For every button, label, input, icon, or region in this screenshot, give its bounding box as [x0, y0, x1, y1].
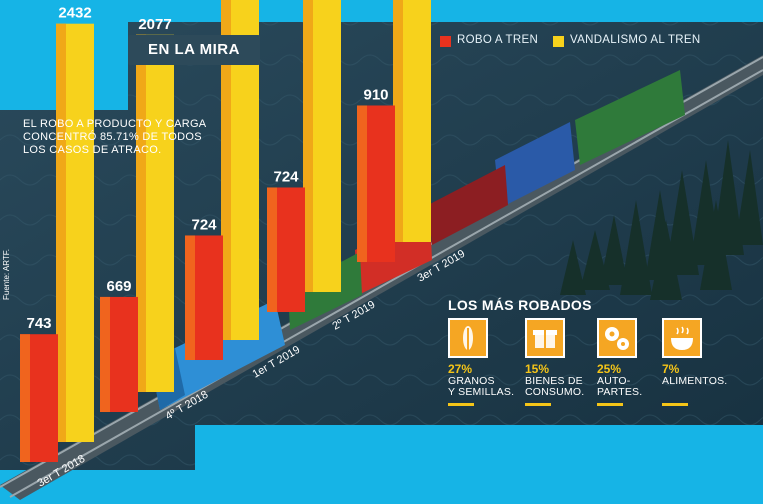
- chart-title: EN LA MIRA: [148, 41, 240, 58]
- legend-label-vandalismo: VANDALISMO AL TREN: [570, 34, 701, 46]
- category-label-line: PARTES.: [597, 386, 643, 398]
- category-pct: 27%: [448, 362, 473, 376]
- bar-robo-shade: [357, 105, 367, 262]
- category-food: 7% ALIMENTOS.: [662, 318, 727, 406]
- category-autoparts: 25% AUTO- PARTES.: [597, 318, 642, 406]
- bar-vandalismo-shade: [136, 34, 146, 392]
- summary-note: EL ROBO A PRODUCTO Y CARGA CONCENTRÓ 85.…: [23, 118, 213, 157]
- food-bowl-icon: [662, 318, 702, 358]
- source-note: Fuente: ARTF.: [2, 249, 11, 300]
- category-label: GRANOS Y SEMILLAS.: [448, 376, 514, 398]
- category-label-line: ALIMENTOS.: [662, 375, 728, 387]
- pine-trees: [560, 140, 763, 300]
- category-label: ALIMENTOS.: [662, 376, 727, 387]
- category-underline: [525, 403, 551, 406]
- bar-vandalismo-shade: [393, 0, 403, 243]
- bar-vandalismo-shade: [56, 23, 66, 443]
- bar-robo-shade: [185, 235, 195, 360]
- category-label: BIENES DE CONSUMO.: [525, 376, 584, 398]
- category-tick-label: 3er T 2019: [416, 248, 468, 285]
- bar-robo-shade: [267, 187, 277, 312]
- category-label-line: Y SEMILLAS.: [448, 386, 515, 398]
- gift-box-icon: [525, 318, 565, 358]
- legend-swatch-robo: [440, 36, 451, 47]
- note-line: CONCENTRÓ 85.71% DE TODOS: [23, 131, 202, 143]
- category-pct: 7%: [662, 362, 680, 376]
- category-label-line: CONSUMO.: [525, 386, 585, 398]
- legend-label-robo: ROBO A TREN: [457, 34, 539, 46]
- category-grains: 27% GRANOS Y SEMILLAS.: [448, 318, 514, 406]
- value-label-robo: 724: [191, 216, 217, 233]
- category-label-line: BIENES DE: [525, 375, 583, 387]
- category-label-line: GRANOS: [448, 375, 495, 387]
- bar-vandalismo-shade: [303, 0, 313, 292]
- value-label-robo: 669: [106, 278, 131, 295]
- category-underline: [597, 403, 623, 406]
- category-underline: [662, 403, 688, 406]
- category-underline: [448, 403, 474, 406]
- category-tick-label: 4º T 2018: [164, 389, 211, 423]
- value-label-robo: 743: [26, 315, 51, 332]
- top-robbed-title: LOS MÁS ROBADOS: [448, 297, 592, 313]
- note-line: EL ROBO A PRODUCTO Y CARGA: [23, 118, 207, 130]
- gears-icon: [597, 318, 637, 358]
- title-box: [128, 35, 260, 65]
- bar-robo-shade: [100, 296, 110, 412]
- category-tick-label: 2º T 2019: [331, 299, 378, 333]
- note-line: LOS CASOS DE ATRACO.: [23, 144, 162, 156]
- category-consumer-goods: 15% BIENES DE CONSUMO.: [525, 318, 584, 406]
- legend-swatch-vandalismo: [553, 36, 564, 47]
- bar-vandalismo-shade: [221, 0, 231, 340]
- category-label: AUTO- PARTES.: [597, 376, 642, 398]
- bar-robo-shade: [20, 334, 30, 462]
- value-label-robo: 724: [273, 168, 299, 185]
- grain-icon: [448, 318, 488, 358]
- value-label-robo: 910: [363, 86, 388, 103]
- category-label-line: AUTO-: [597, 375, 631, 387]
- category-tick-label: 1er T 2019: [251, 344, 303, 381]
- value-label-vandalismo: 2077: [138, 16, 171, 33]
- category-pct: 15%: [525, 362, 550, 376]
- category-pct: 25%: [597, 362, 622, 376]
- value-label-vandalismo: 2432: [58, 5, 91, 22]
